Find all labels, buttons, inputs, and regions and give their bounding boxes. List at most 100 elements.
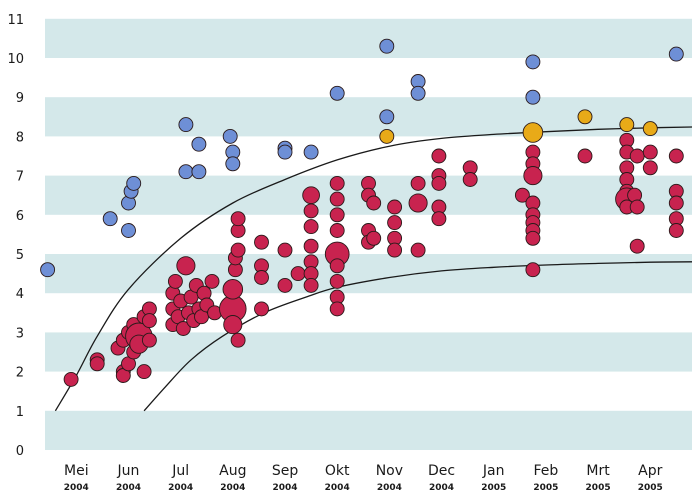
data-point-red <box>577 148 593 164</box>
data-point-blue <box>379 109 395 125</box>
data-point-red <box>642 160 658 176</box>
x-month-label: Nov <box>376 463 403 479</box>
grid-band <box>45 97 692 137</box>
y-tick-label: 7 <box>16 170 24 185</box>
data-point-red <box>303 238 319 254</box>
data-point-blue <box>303 144 319 160</box>
x-year-label: 2005 <box>533 483 558 493</box>
data-point-red <box>525 230 541 246</box>
data-point-blue <box>329 85 345 101</box>
x-month-label: Okt <box>325 463 350 479</box>
data-point-red <box>176 256 196 276</box>
data-point-red <box>329 191 345 207</box>
data-point-blue <box>191 164 207 180</box>
data-point-blue <box>178 164 194 180</box>
data-point-red <box>230 332 246 348</box>
y-tick-label: 5 <box>16 248 24 263</box>
data-point-red <box>642 144 658 160</box>
data-point-blue <box>102 211 118 227</box>
x-month-label: Sep <box>272 463 299 479</box>
y-tick-label: 4 <box>16 287 24 302</box>
x-month-label: Dec <box>428 463 455 479</box>
y-tick-label: 2 <box>16 366 24 381</box>
data-point-red <box>329 273 345 289</box>
y-axis-tick-labels: 0 1 2 3 4 5 6 7 8 9 10 11 <box>7 13 24 459</box>
data-point-red <box>254 270 269 285</box>
y-tick-label: 10 <box>7 52 24 67</box>
data-point-red <box>629 148 645 164</box>
y-tick-label: 11 <box>7 13 24 28</box>
data-point-red <box>329 175 345 191</box>
data-point-blue <box>126 175 142 191</box>
data-point-red <box>431 148 447 164</box>
data-point-red <box>223 315 243 335</box>
data-point-orange <box>522 122 544 143</box>
x-year-label: 2004 <box>64 483 89 493</box>
data-points <box>40 38 684 387</box>
x-year-label: 2004 <box>377 483 402 493</box>
data-point-red <box>525 262 541 278</box>
data-point-red <box>175 321 191 336</box>
trend-curve <box>54 126 692 412</box>
data-point-red <box>254 301 269 317</box>
data-point-blue <box>668 46 684 62</box>
x-month-label: Mrt <box>586 463 610 479</box>
x-month-label: Jan <box>482 463 505 479</box>
y-tick-label: 3 <box>16 326 24 341</box>
data-point-red <box>668 223 684 238</box>
data-point-red <box>303 219 319 235</box>
grid-band <box>45 410 692 450</box>
x-month-label: Mei <box>64 463 89 479</box>
data-point-blue <box>40 262 56 278</box>
data-point-red <box>141 313 157 329</box>
x-month-label: Jun <box>117 463 140 479</box>
x-month-label: Apr <box>638 463 662 479</box>
data-point-orange <box>642 121 658 137</box>
grid-band <box>45 18 692 58</box>
data-point-red <box>523 166 543 186</box>
data-point-red <box>230 242 246 258</box>
data-point-red <box>63 371 79 387</box>
data-point-blue <box>225 156 241 172</box>
x-year-label: 2005 <box>586 483 611 493</box>
x-year-label: 2004 <box>116 483 141 493</box>
y-tick-label: 9 <box>16 91 24 106</box>
x-year-label: 2004 <box>168 483 193 493</box>
data-point-red <box>629 238 645 254</box>
y-tick-label: 6 <box>16 209 24 224</box>
data-point-red <box>329 207 345 223</box>
data-point-red <box>329 258 345 274</box>
data-point-blue <box>191 136 207 152</box>
y-tick-label: 8 <box>16 130 24 145</box>
data-point-orange <box>577 109 593 125</box>
y-tick-label: 0 <box>16 444 24 459</box>
data-point-red <box>329 223 345 238</box>
data-point-red <box>408 193 428 213</box>
data-point-red <box>366 230 382 246</box>
trend-curves <box>54 126 692 412</box>
data-point-red <box>668 195 684 211</box>
data-point-red <box>141 332 157 348</box>
x-year-label: 2005 <box>481 483 506 493</box>
data-point-red <box>167 273 183 289</box>
data-point-red <box>222 279 244 300</box>
data-point-red <box>277 242 293 258</box>
x-year-label: 2004 <box>429 483 454 493</box>
data-point-red <box>136 364 152 380</box>
data-point-red <box>254 234 269 250</box>
data-point-red <box>410 175 426 191</box>
x-month-label: Feb <box>534 463 559 479</box>
x-year-label: 2005 <box>638 483 663 493</box>
data-point-orange <box>379 128 395 144</box>
data-point-red <box>387 242 403 258</box>
data-point-blue <box>379 38 395 54</box>
x-axis-month-labels: Mei 2004 Jun 2004 Jul 2004 Aug 2004 Sep 2004 Okt 20… <box>64 463 663 493</box>
data-point-blue <box>121 223 136 238</box>
data-point-blue <box>525 54 541 70</box>
data-point-blue <box>277 144 293 160</box>
data-point-red <box>303 203 319 219</box>
data-point-red <box>514 187 530 203</box>
x-year-label: 2004 <box>325 483 350 493</box>
x-month-label: Aug <box>219 463 246 479</box>
